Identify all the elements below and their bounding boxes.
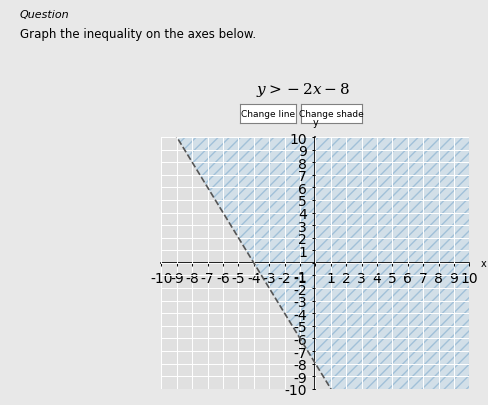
Text: Change line: Change line (240, 110, 294, 119)
Text: x: x (479, 258, 485, 268)
Text: Graph the inequality on the axes below.: Graph the inequality on the axes below. (20, 28, 255, 41)
Text: Question: Question (20, 10, 69, 20)
Text: Change shade: Change shade (298, 110, 363, 119)
Text: y: y (312, 118, 318, 128)
Text: $y > -2x - 8$: $y > -2x - 8$ (256, 81, 349, 99)
